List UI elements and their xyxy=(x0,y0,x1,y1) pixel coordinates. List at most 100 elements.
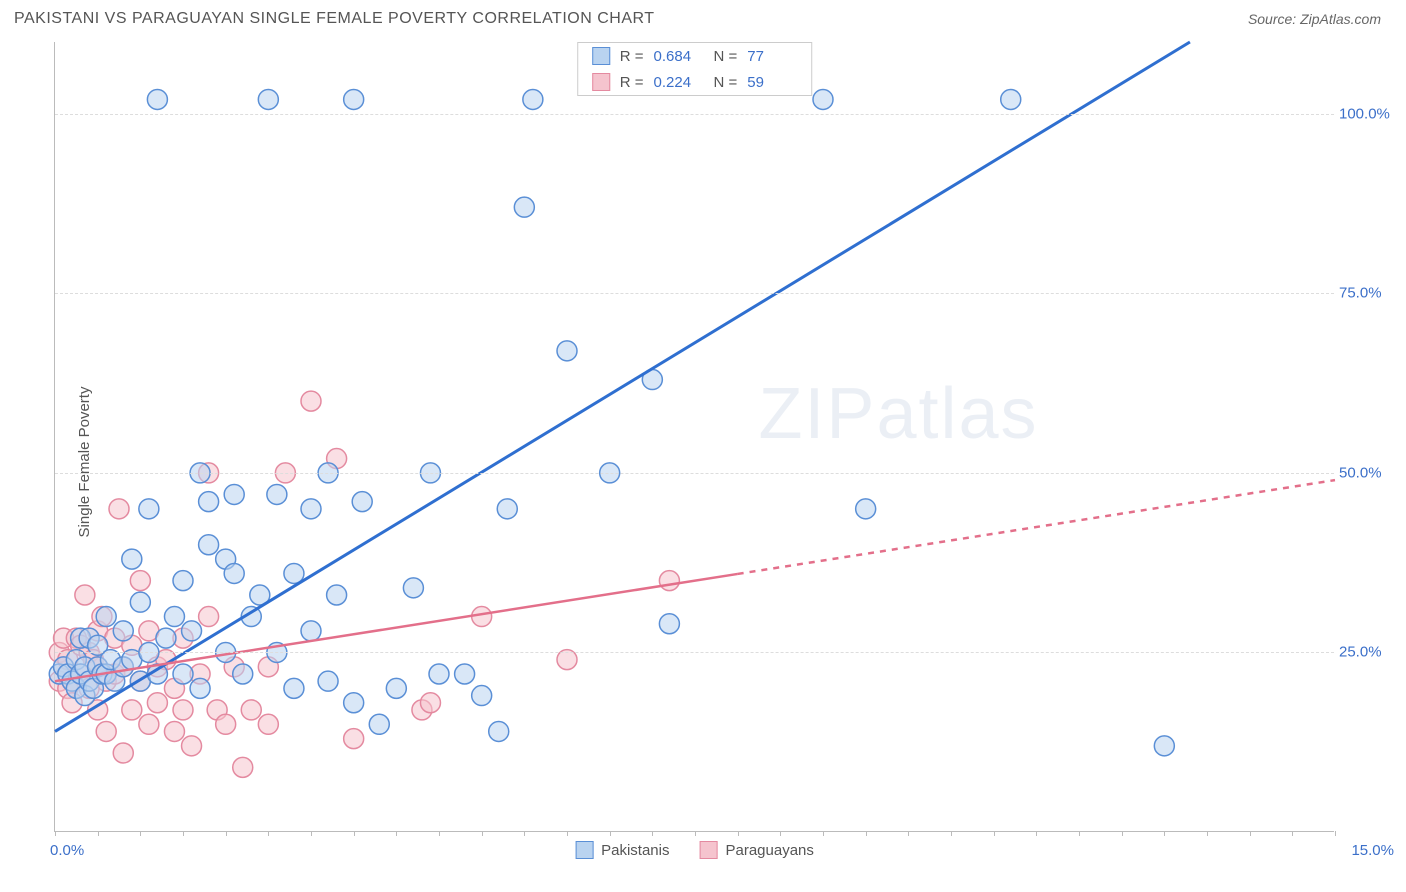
data-point xyxy=(344,89,364,109)
data-point xyxy=(301,621,321,641)
data-point xyxy=(267,484,287,504)
data-point xyxy=(472,686,492,706)
x-minor-tick xyxy=(1250,831,1251,836)
n-label: N = xyxy=(714,74,738,91)
correlation-legend: R = 0.684 N = 77 R = 0.224 N = 59 xyxy=(577,42,813,96)
gridline xyxy=(55,652,1334,653)
y-tick-label: 100.0% xyxy=(1339,105,1394,122)
data-point xyxy=(164,721,184,741)
legend-row-pakistanis: R = 0.684 N = 77 xyxy=(578,43,812,69)
swatch-pakistanis xyxy=(592,47,610,65)
data-point xyxy=(386,678,406,698)
x-minor-tick xyxy=(354,831,355,836)
trend-line-dashed xyxy=(738,480,1335,574)
data-point xyxy=(164,607,184,627)
data-point xyxy=(156,628,176,648)
data-point xyxy=(514,197,534,217)
source-label: Source: ZipAtlas.com xyxy=(1248,11,1381,27)
x-minor-tick xyxy=(226,831,227,836)
x-minor-tick xyxy=(1079,831,1080,836)
x-minor-tick xyxy=(567,831,568,836)
data-point xyxy=(523,89,543,109)
legend-item-paraguayans: Paraguayans xyxy=(699,841,813,859)
x-minor-tick xyxy=(140,831,141,836)
r-value-paraguayans: 0.224 xyxy=(654,74,704,91)
data-point xyxy=(182,621,202,641)
data-point xyxy=(557,341,577,361)
data-point xyxy=(224,484,244,504)
data-point xyxy=(233,664,253,684)
data-point xyxy=(96,607,116,627)
data-point xyxy=(147,89,167,109)
x-minor-tick xyxy=(396,831,397,836)
data-point xyxy=(284,678,304,698)
data-point xyxy=(455,664,475,684)
x-minor-tick xyxy=(482,831,483,836)
x-minor-tick xyxy=(524,831,525,836)
x-minor-tick xyxy=(1292,831,1293,836)
data-point xyxy=(301,499,321,519)
swatch-paraguayans xyxy=(699,841,717,859)
x-minor-tick xyxy=(738,831,739,836)
y-tick-label: 50.0% xyxy=(1339,464,1394,481)
data-point xyxy=(139,499,159,519)
plot-region: R = 0.684 N = 77 R = 0.224 N = 59 ZIPatl… xyxy=(54,42,1334,832)
x-minor-tick xyxy=(1122,831,1123,836)
data-point xyxy=(113,743,133,763)
data-point xyxy=(318,671,338,691)
data-point xyxy=(182,736,202,756)
n-value-paraguayans: 59 xyxy=(747,74,797,91)
gridline xyxy=(55,114,1334,115)
data-point xyxy=(258,89,278,109)
series-legend: Pakistanis Paraguayans xyxy=(575,841,814,859)
data-point xyxy=(344,693,364,713)
x-minor-tick xyxy=(1335,831,1336,836)
x-minor-tick xyxy=(994,831,995,836)
data-point xyxy=(173,571,193,591)
x-minor-tick xyxy=(55,831,56,836)
x-tick-right: 15.0% xyxy=(1351,842,1394,859)
legend-label: Paraguayans xyxy=(725,842,813,859)
data-point xyxy=(75,585,95,605)
y-tick-label: 25.0% xyxy=(1339,644,1394,661)
data-point xyxy=(1154,736,1174,756)
x-minor-tick xyxy=(183,831,184,836)
data-point xyxy=(659,571,679,591)
legend-item-pakistanis: Pakistanis xyxy=(575,841,669,859)
x-minor-tick xyxy=(311,831,312,836)
gridline xyxy=(55,473,1334,474)
data-point xyxy=(472,607,492,627)
x-minor-tick xyxy=(439,831,440,836)
n-value-pakistanis: 77 xyxy=(747,48,797,65)
x-minor-tick xyxy=(695,831,696,836)
x-minor-tick xyxy=(1036,831,1037,836)
x-minor-tick xyxy=(951,831,952,836)
data-point xyxy=(420,693,440,713)
legend-label: Pakistanis xyxy=(601,842,669,859)
data-point xyxy=(327,585,347,605)
data-point xyxy=(352,492,372,512)
data-point xyxy=(369,714,389,734)
data-point xyxy=(813,89,833,109)
data-point xyxy=(199,492,219,512)
data-point xyxy=(403,578,423,598)
data-point xyxy=(199,607,219,627)
x-minor-tick xyxy=(866,831,867,836)
x-minor-tick xyxy=(98,831,99,836)
data-point xyxy=(429,664,449,684)
data-point xyxy=(497,499,517,519)
data-point xyxy=(190,678,210,698)
x-minor-tick xyxy=(1164,831,1165,836)
swatch-paraguayans xyxy=(592,73,610,91)
trend-line xyxy=(55,42,1190,731)
x-minor-tick xyxy=(268,831,269,836)
r-value-pakistanis: 0.684 xyxy=(654,48,704,65)
data-point xyxy=(659,614,679,634)
data-point xyxy=(173,664,193,684)
x-minor-tick xyxy=(652,831,653,836)
legend-row-paraguayans: R = 0.224 N = 59 xyxy=(578,69,812,95)
x-minor-tick xyxy=(780,831,781,836)
data-point xyxy=(130,571,150,591)
data-point xyxy=(139,714,159,734)
chart-title: PAKISTANI VS PARAGUAYAN SINGLE FEMALE PO… xyxy=(14,10,655,28)
